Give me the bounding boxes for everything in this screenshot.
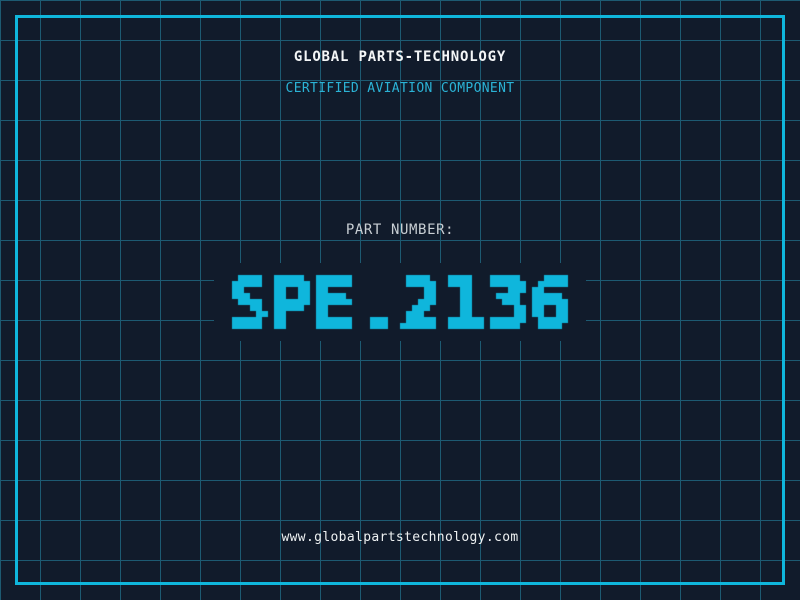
part-number-label: PART NUMBER: bbox=[345, 222, 455, 238]
website-url: www.globalpartstechnology.com bbox=[281, 530, 519, 545]
company-title: GLOBAL PARTS-TECHNOLOGY bbox=[293, 49, 507, 65]
part-number-display bbox=[214, 263, 586, 341]
certification-subtitle: CERTIFIED AVIATION COMPONENT bbox=[285, 81, 515, 96]
